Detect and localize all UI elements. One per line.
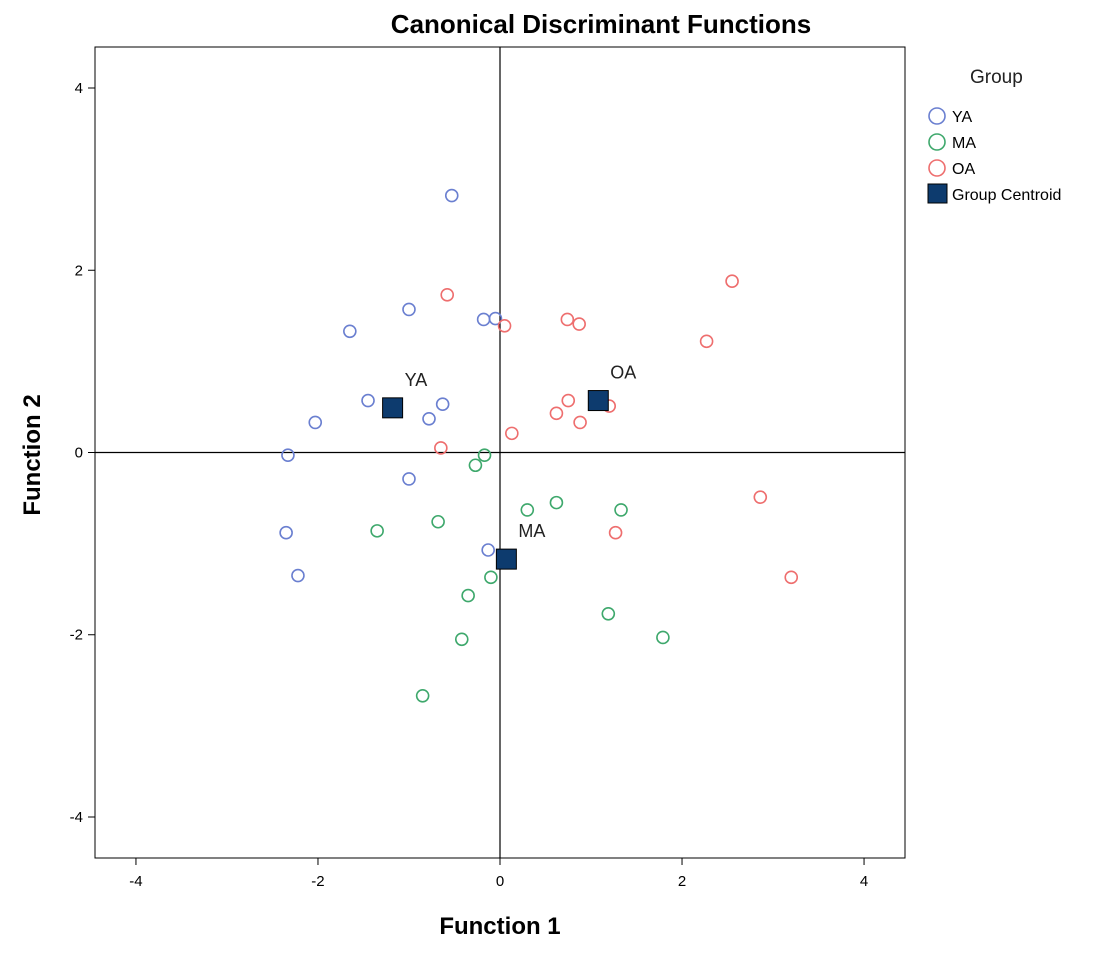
- chart-title: Canonical Discriminant Functions: [391, 9, 811, 39]
- legend-marker-centroid: [927, 183, 948, 204]
- legend-label-ya: YA: [952, 109, 972, 126]
- data-point-oa: [497, 319, 512, 333]
- reference-lines: [95, 47, 905, 858]
- data-point-ma: [468, 458, 483, 473]
- data-point-oa: [699, 334, 714, 349]
- x-axis-title: Function 1: [439, 913, 560, 940]
- legend-title: Group: [970, 67, 1023, 88]
- data-point-ma: [454, 632, 469, 647]
- legend-label-centroid: Group Centroid: [952, 187, 1061, 204]
- data-point-oa: [561, 393, 576, 408]
- data-points: [279, 188, 799, 703]
- data-point-ma: [601, 606, 616, 621]
- data-point-ma: [656, 630, 670, 645]
- data-point-ya: [308, 415, 323, 430]
- data-point-ya: [444, 188, 459, 203]
- data-point-oa: [725, 274, 739, 288]
- legend-label-oa: OA: [952, 161, 975, 178]
- data-point-oa: [505, 426, 519, 441]
- data-point-ya: [481, 543, 495, 557]
- centroid-marker-ma: [495, 548, 517, 570]
- data-point-oa: [440, 288, 455, 302]
- x-tick-label: 0: [496, 873, 504, 890]
- legend-label-ma: MA: [952, 135, 976, 152]
- group-centroids: YA MA OA: [382, 363, 636, 570]
- centroid-label-ya: YA: [405, 370, 428, 390]
- data-point-ya: [476, 312, 491, 327]
- data-point-oa: [434, 441, 448, 455]
- data-point-ma: [431, 514, 445, 529]
- legend: Group YA MA OA Group Centroid: [927, 67, 1061, 204]
- data-point-ya: [402, 472, 416, 486]
- data-point-oa: [572, 317, 586, 331]
- y-axis-title: Function 2: [19, 394, 46, 515]
- legend-marker-oa: [928, 159, 946, 177]
- x-tick-label: 2: [678, 873, 686, 890]
- data-point-ma: [477, 448, 492, 463]
- data-point-oa: [753, 490, 768, 504]
- data-point-ya: [488, 311, 503, 326]
- data-point-ma: [484, 570, 498, 585]
- centroid-marker-oa: [587, 390, 609, 412]
- data-point-ma: [461, 588, 475, 603]
- data-point-ya: [281, 448, 295, 463]
- centroid-label-ma: MA: [518, 521, 545, 541]
- centroid-label-oa: OA: [610, 363, 636, 383]
- centroid-marker-ya: [382, 397, 404, 419]
- y-tick-label: -2: [70, 627, 83, 644]
- y-tick-label: 4: [75, 80, 83, 97]
- data-point-ya: [402, 302, 416, 317]
- y-tick-label: 2: [75, 262, 83, 279]
- data-point-ya: [422, 411, 436, 426]
- y-tick-label: -4: [70, 809, 83, 826]
- data-point-ya: [291, 568, 305, 583]
- data-point-ma: [415, 688, 430, 703]
- y-tick-label: 0: [75, 445, 83, 462]
- data-point-oa: [608, 525, 623, 540]
- x-axis-ticks: -4 -2 0 2 4: [129, 858, 868, 890]
- data-point-ya: [361, 393, 375, 408]
- data-point-ma: [370, 524, 384, 538]
- legend-marker-ma: [928, 133, 946, 151]
- y-axis-ticks: -4 -2 0 2 4: [70, 80, 95, 826]
- data-point-ma: [520, 503, 535, 517]
- data-point-ya: [435, 397, 450, 412]
- data-point-oa: [784, 570, 799, 585]
- data-point-oa: [573, 415, 587, 430]
- data-point-oa: [560, 312, 575, 327]
- data-point-ya: [279, 525, 293, 540]
- x-tick-label: -2: [311, 873, 324, 890]
- data-point-ya: [343, 324, 357, 339]
- x-tick-label: 4: [860, 873, 868, 890]
- data-point-ma: [549, 495, 564, 510]
- x-tick-label: -4: [129, 873, 142, 890]
- legend-marker-ya: [928, 107, 946, 125]
- data-point-oa: [549, 406, 564, 421]
- data-point-ma: [614, 503, 628, 517]
